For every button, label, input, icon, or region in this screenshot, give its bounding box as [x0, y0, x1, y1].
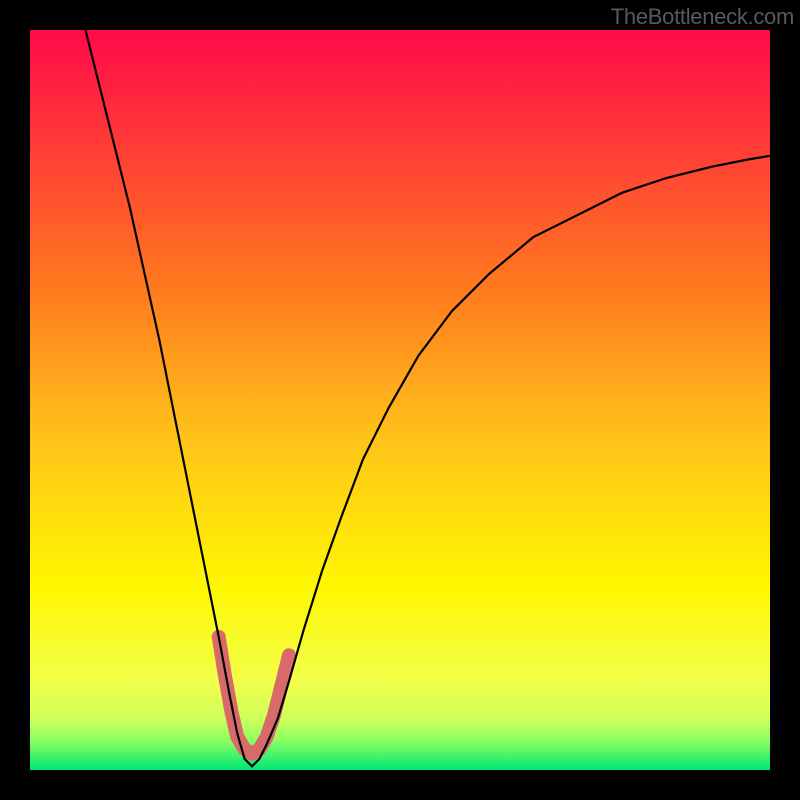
plot-area: [30, 30, 770, 770]
curve-layer: [30, 30, 770, 770]
attribution-label: TheBottleneck.com: [611, 4, 794, 30]
curve-right: [322, 156, 770, 570]
chart-container: TheBottleneck.com: [0, 0, 800, 800]
